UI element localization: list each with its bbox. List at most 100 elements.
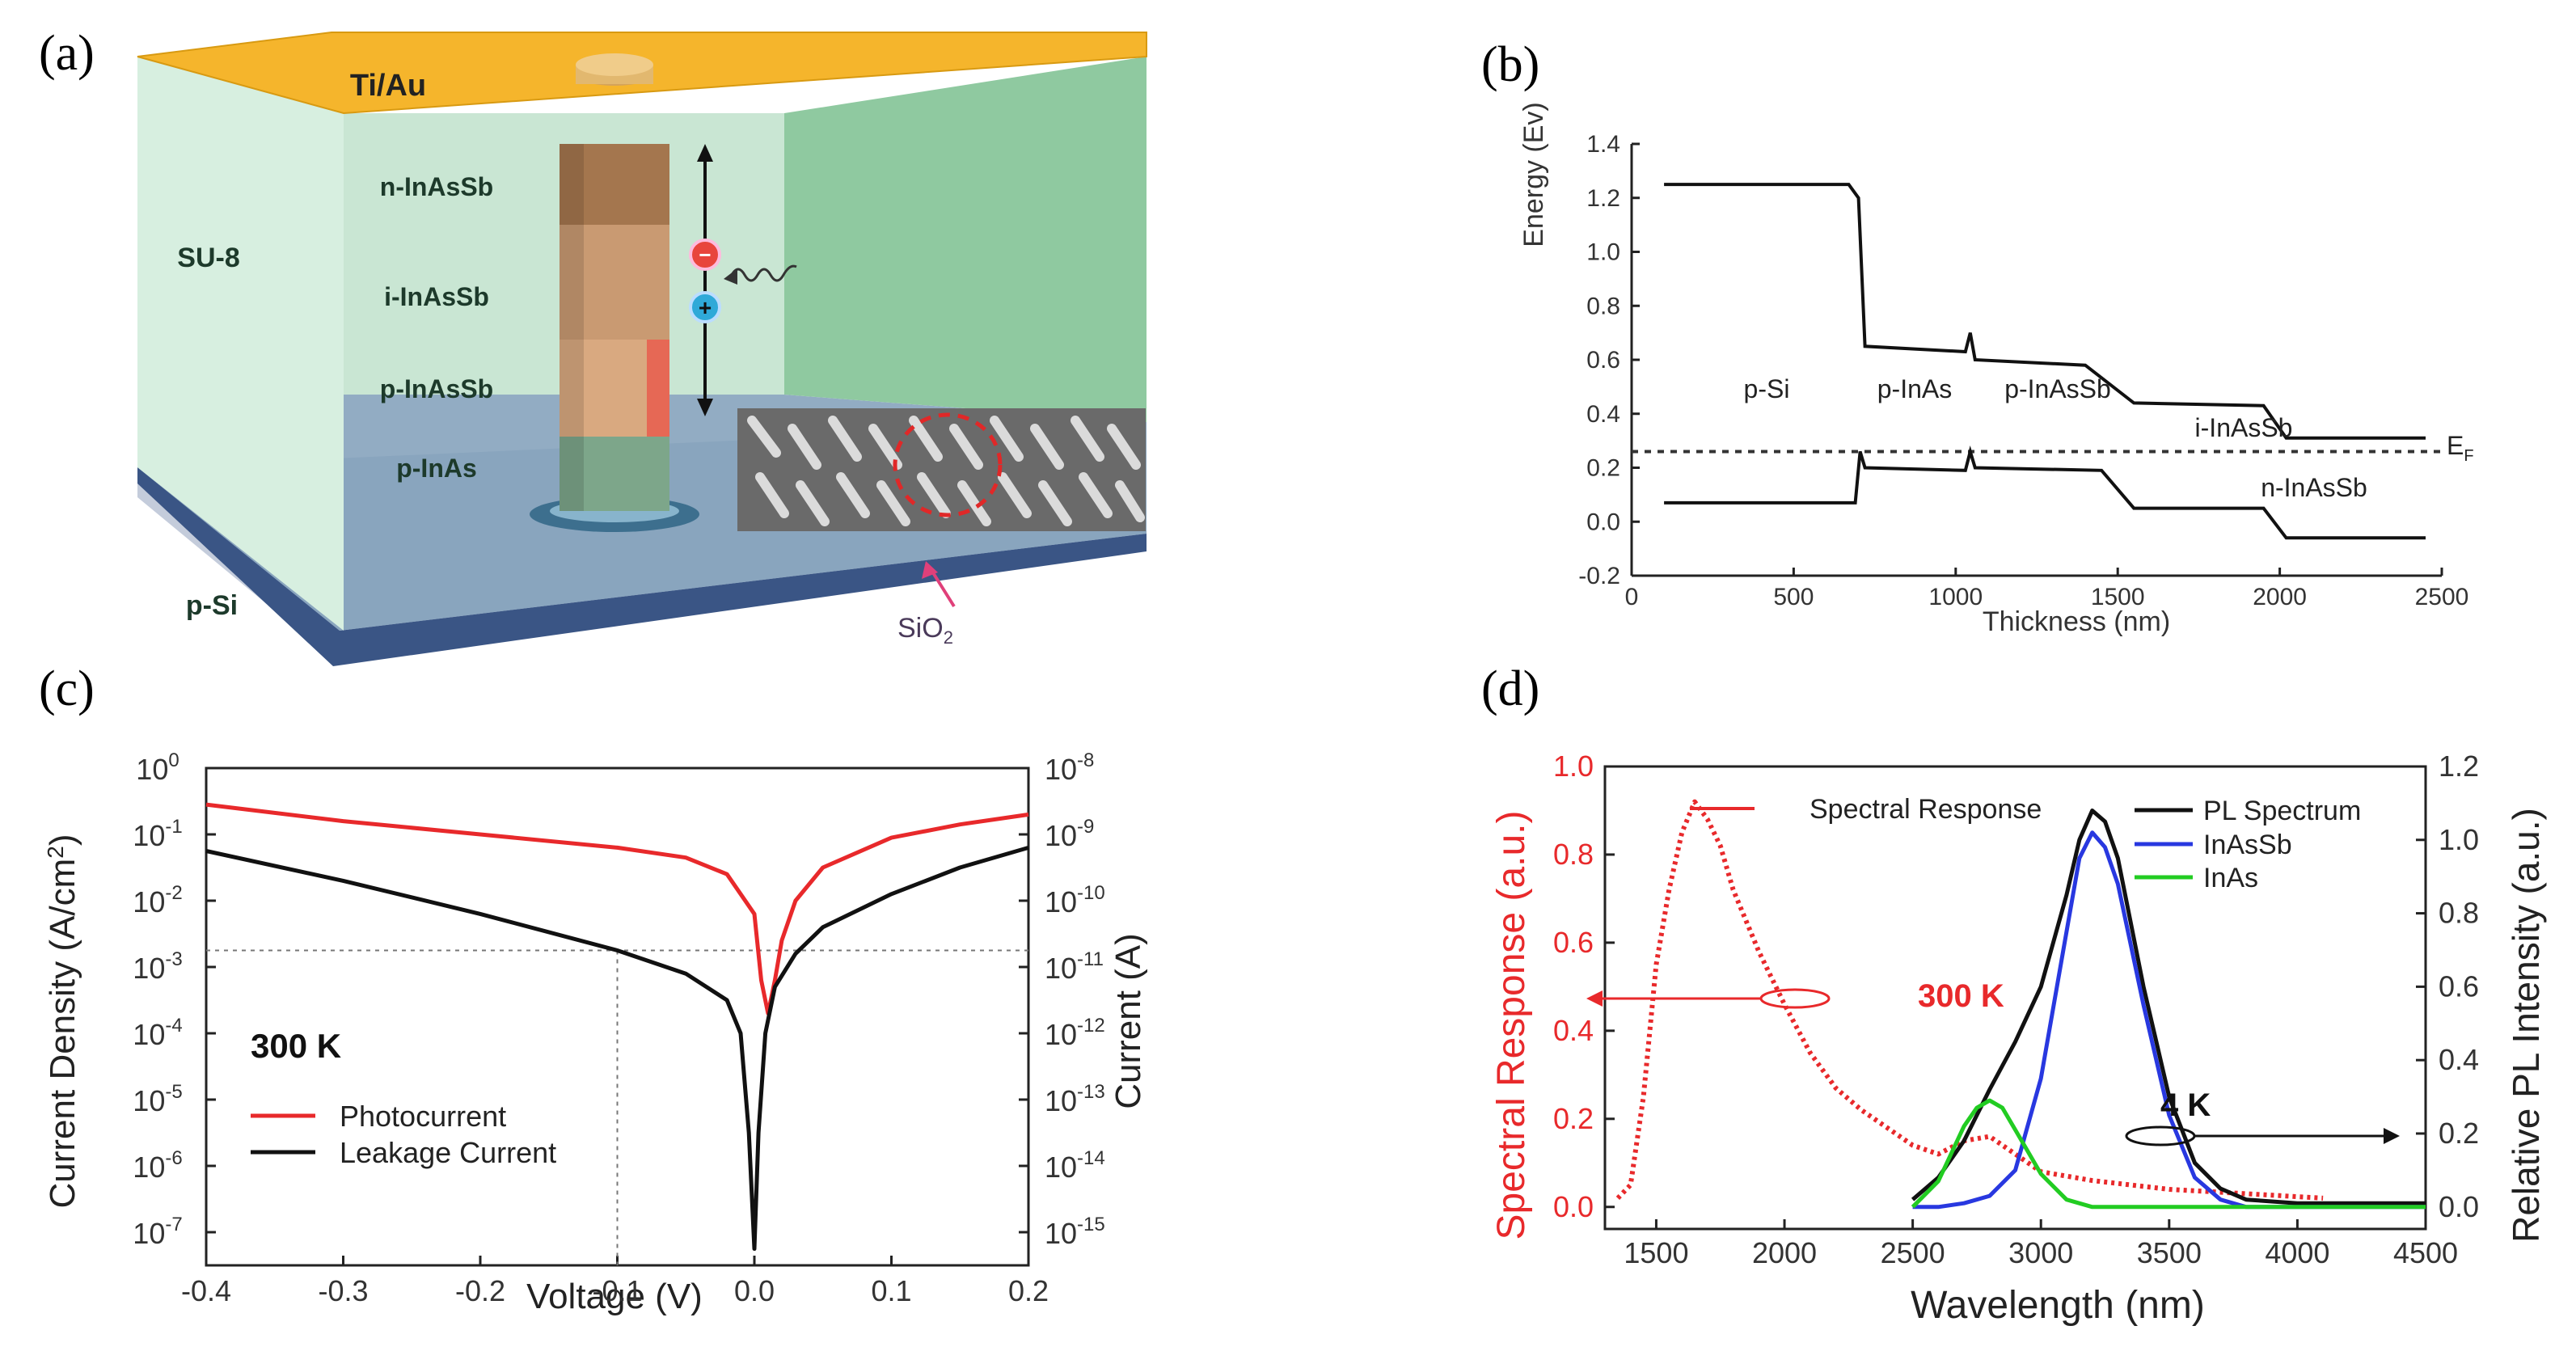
b-xtick-label: 1000 xyxy=(1928,584,1983,610)
c-y2tick-label: 10-13 xyxy=(1045,1081,1105,1117)
b-region-p-inas: p-InAs xyxy=(1877,374,1952,403)
d-plot xyxy=(1615,799,2426,1210)
b-xtick-label: 2000 xyxy=(2253,584,2307,610)
c-y2tick-label: 10-14 xyxy=(1045,1147,1105,1184)
c-xtick-label: 0.1 xyxy=(871,1274,911,1307)
b-series-valence-band xyxy=(1664,445,2426,540)
c-plot xyxy=(205,802,1029,1265)
d-ytick-label: 0.4 xyxy=(1553,1014,1594,1047)
d-ytick-label: 0.8 xyxy=(1553,838,1594,871)
hole-symbol: + xyxy=(699,295,712,320)
d-axes: 1500 2000 2500 3000 3500 4000 4500 0.0 0.2 0.4 0.6… xyxy=(1553,750,2479,1269)
c-ytick-label: 10-4 xyxy=(133,1015,182,1051)
sio2-label: SiO2 xyxy=(897,613,953,648)
layer-label-i-inassb: i-InAsSb xyxy=(384,282,489,311)
d-y2label: Relative PL Intensity (a.u.) xyxy=(2505,808,2547,1243)
d-y2tick-label: 0.0 xyxy=(2439,1190,2479,1223)
d-ytick-label: 0.6 xyxy=(1553,926,1594,959)
c-xtick-label: -0.1 xyxy=(592,1274,642,1307)
carrier-arrow-down xyxy=(697,399,713,416)
c-xtick-label: -0.3 xyxy=(318,1274,368,1307)
b-xtick-label: 1500 xyxy=(2091,584,2145,610)
b-plot xyxy=(1632,183,2442,540)
layer-label-n-inassb: n-InAsSb xyxy=(380,172,493,201)
c-xtick-label: -0.4 xyxy=(181,1274,231,1307)
substrate-edge xyxy=(137,467,1147,666)
b-xtick-label: 500 xyxy=(1773,584,1814,610)
panel-label-a: (a) xyxy=(39,26,95,81)
b-ytick-label: 0.2 xyxy=(1586,455,1620,482)
c-legend-leakage: Leakage Current xyxy=(340,1136,556,1169)
d-legend-inassb: InAsSb xyxy=(2203,830,2292,860)
layer-label-p-inas: p-InAs xyxy=(396,454,477,483)
c-ytick-label: 10-6 xyxy=(133,1147,182,1184)
d-legend-inas: InAs xyxy=(2203,863,2258,893)
c-legend-photocurrent: Photocurrent xyxy=(340,1100,506,1133)
carrier-arrow-up xyxy=(697,144,713,162)
electron-symbol: − xyxy=(699,243,711,267)
sem-inset xyxy=(737,408,1146,531)
b-region-n-inassb: n-InAsSb xyxy=(2261,473,2367,502)
c-y2label: Current (A) xyxy=(1109,933,1148,1109)
d-annotation-300k: 300 K xyxy=(1918,978,2004,1014)
d-ytick-label: 1.0 xyxy=(1553,750,1594,783)
d-arrow-300k-head xyxy=(1586,990,1603,1007)
panel-d: (d) Spectral Response (a.u.) Relative PL… xyxy=(1481,661,2547,1327)
su8-left-face xyxy=(137,57,344,631)
b-xtick-label: 2500 xyxy=(2415,584,2469,610)
layer-label-p-inassb: p-InAsSb xyxy=(380,374,493,403)
b-ylabel: Energy (Ev) xyxy=(1518,102,1549,247)
d-series-spectral-response xyxy=(1615,799,2324,1201)
sio2-pointer-head xyxy=(922,561,938,579)
hole-icon xyxy=(689,291,721,323)
su8-label: SU-8 xyxy=(177,243,239,273)
c-y2tick-label: 10-12 xyxy=(1045,1015,1105,1051)
c-series-photocurrent xyxy=(205,802,1029,1016)
nanowire-n-inassb xyxy=(560,144,669,225)
d-y2tick-label: 0.6 xyxy=(2439,969,2479,1003)
d-series-inassb xyxy=(1912,830,2426,1210)
b-ytick-label: -0.2 xyxy=(1578,563,1620,589)
c-ytick-label: 100 xyxy=(136,750,179,786)
b-series-conduction-band xyxy=(1664,183,2426,440)
d-y2tick-label: 0.2 xyxy=(2439,1117,2479,1150)
c-xtick-label: 0.0 xyxy=(734,1274,775,1307)
b-ytick-label: 1.0 xyxy=(1586,239,1620,266)
c-y2tick-label: 10-8 xyxy=(1045,750,1094,786)
nanowire-cap-face xyxy=(576,53,653,76)
d-xtick-label: 4000 xyxy=(2265,1236,2329,1269)
b-ytick-label: 0.8 xyxy=(1586,293,1620,319)
b-region-p-si: p-Si xyxy=(1744,374,1790,403)
d-arrow-4k-head xyxy=(2384,1128,2400,1144)
photon-wave-icon xyxy=(730,264,797,282)
b-ytick-label: 0.4 xyxy=(1586,401,1620,428)
d-ytick-label: 0.0 xyxy=(1553,1190,1594,1223)
d-y2tick-label: 1.0 xyxy=(2439,823,2479,856)
d-xlabel: Wavelength (nm) xyxy=(1911,1284,2205,1327)
d-xtick-label: 3500 xyxy=(2137,1236,2202,1269)
c-y2tick-label: 10-10 xyxy=(1045,882,1105,918)
c-series-leakage-current xyxy=(205,845,1029,1251)
c-y2tick-label: 10-9 xyxy=(1045,816,1094,852)
c-y2tick-label: 10-15 xyxy=(1045,1214,1105,1250)
b-ytick-label: 1.4 xyxy=(1586,131,1620,158)
b-region-p-inassb: p-InAsSb xyxy=(2004,374,2111,403)
c-xtick-label: 0.2 xyxy=(1008,1274,1049,1307)
c-y2tick-label: 10-11 xyxy=(1045,948,1104,985)
d-ellipse-300k xyxy=(1759,988,1831,1009)
b-ytick-label: 1.2 xyxy=(1586,185,1620,212)
b-xlabel: Thickness (nm) xyxy=(1983,606,2170,637)
c-ytick-label: 10-2 xyxy=(133,882,182,918)
panel-label-c: (c) xyxy=(39,661,95,716)
c-ytick-label: 10-7 xyxy=(133,1214,182,1250)
b-fermi-label: EF xyxy=(2447,431,2474,465)
d-series-pl-spectrum xyxy=(1911,809,2426,1206)
c-ytick-label: 10-3 xyxy=(133,948,182,985)
su8-right-face xyxy=(784,57,1147,422)
c-ytick-label: 10-1 xyxy=(133,816,182,852)
d-xtick-label: 4500 xyxy=(2393,1236,2458,1269)
nanowire-highlight xyxy=(647,340,669,437)
d-ytick-label: 0.2 xyxy=(1553,1102,1594,1135)
panel-c: (c) Current Density (A/cm2) Current (A) … xyxy=(39,661,1148,1316)
